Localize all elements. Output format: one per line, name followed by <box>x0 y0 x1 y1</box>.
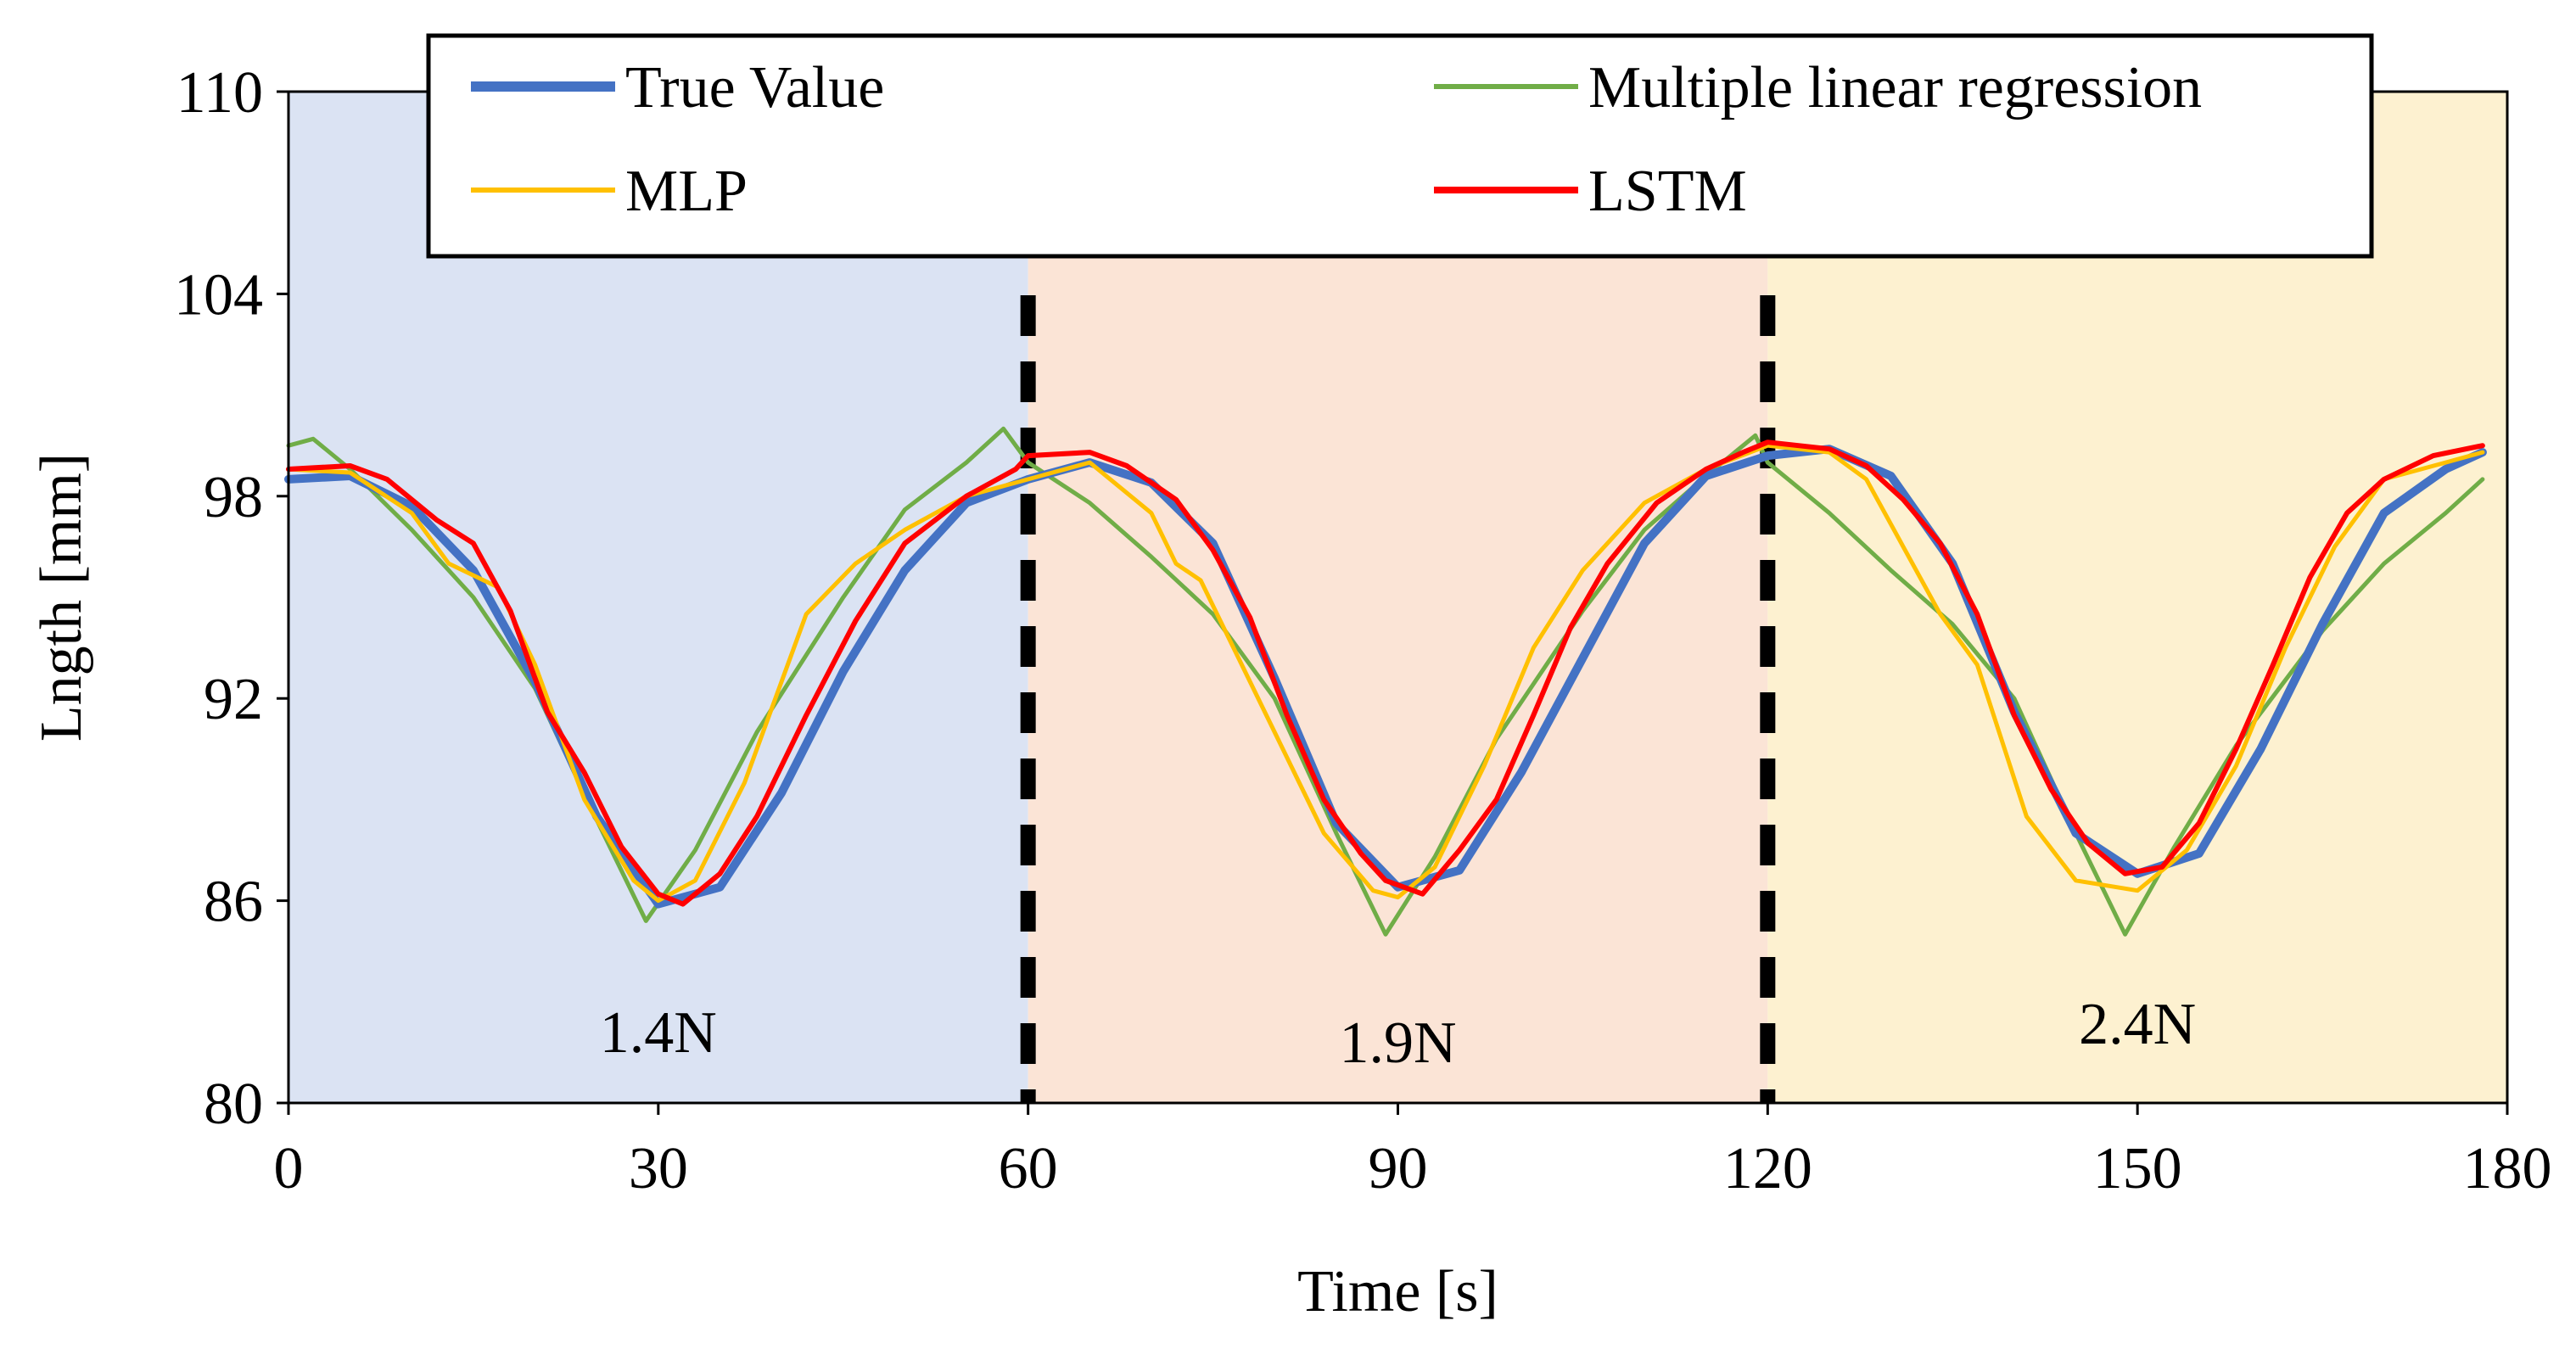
y-tick-label-98: 98 <box>204 465 263 530</box>
region-2-4n <box>1767 92 2507 1103</box>
region-label-1-9n: 1.9N <box>1339 1010 1456 1076</box>
region-backgrounds <box>288 92 2507 1103</box>
region-1-9n <box>1028 92 1768 1103</box>
series-lines <box>284 426 2487 937</box>
region-label-2-4n: 2.4N <box>2079 992 2196 1057</box>
legend-box <box>426 33 2374 259</box>
region-1-4n <box>288 92 1028 1103</box>
y-tick-label-104: 104 <box>174 262 263 327</box>
x-tick-label-30: 30 <box>629 1136 688 1201</box>
x-tick-label-180: 180 <box>2463 1136 2552 1201</box>
y-axis-title: Lngth [mm] <box>29 453 94 742</box>
x-tick-label-90: 90 <box>1369 1136 1428 1201</box>
x-tick-label-0: 0 <box>274 1136 304 1201</box>
y-tick-label-110: 110 <box>176 60 263 126</box>
y-axis-ticks: 80 86 92 98 104 110 <box>174 60 288 1137</box>
legend-items: True Value Multiple linear regression MLP L… <box>471 55 2202 224</box>
region-boundaries <box>1020 295 1776 1103</box>
legend: True Value Multiple linear regression MLP L… <box>426 33 2374 259</box>
legend-label-true-value: True Value <box>625 55 884 120</box>
y-tick-label-92: 92 <box>204 667 263 732</box>
x-axis-title: Time [s] <box>1297 1259 1498 1324</box>
x-tick-label-150: 150 <box>2093 1136 2182 1201</box>
series-line-mlp <box>286 443 2485 904</box>
region-label-1-4n: 1.4N <box>600 1000 717 1066</box>
x-tick-label-120: 120 <box>1723 1136 1812 1201</box>
y-tick-label-80: 80 <box>204 1072 263 1137</box>
y-tick-label-86: 86 <box>204 870 263 935</box>
x-axis-ticks: 0 30 60 90 120 150 180 <box>274 1103 2552 1201</box>
legend-label-multiple-linear-regression: Multiple linear regression <box>1588 55 2202 120</box>
series-line-lstm <box>286 439 2485 907</box>
x-tick-label-60: 60 <box>999 1136 1058 1201</box>
legend-label-lstm: LSTM <box>1588 159 1747 224</box>
legend-label-mlp: MLP <box>625 159 748 224</box>
region-labels: 1.4N 1.9N 2.4N <box>600 992 2196 1076</box>
